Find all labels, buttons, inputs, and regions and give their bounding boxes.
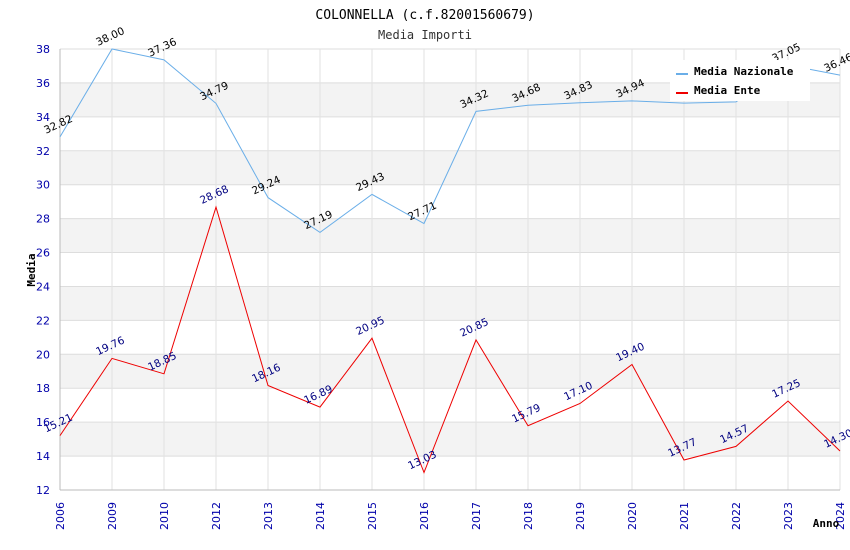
x-tick-label: 2024 (834, 502, 847, 530)
series-line (59, 48, 841, 234)
y-tick-label: 12 (36, 484, 50, 497)
y-tick-label: 14 (36, 450, 50, 463)
y-axis-ticks: 12 14 16 18 20 22 24 26 28 30 32 34 36 38 (36, 43, 50, 497)
y-tick-label: 16 (36, 416, 50, 429)
x-tick-label: 2012 (210, 502, 223, 530)
x-tick-label: 2020 (626, 502, 639, 530)
y-tick-label: 18 (36, 382, 50, 395)
chart-subtitle: Media Importi (378, 28, 472, 42)
x-tick-label: 2016 (418, 502, 431, 530)
x-tick-label: 2019 (574, 502, 587, 530)
legend-box (670, 60, 810, 101)
y-tick-label: 26 (36, 247, 50, 260)
x-axis-ticks: 2006 2009 2010 2012 2013 2014 2015 2016 2017 2018… (54, 502, 847, 530)
x-tick-label: 2018 (522, 502, 535, 530)
x-tick-label: 2022 (730, 502, 743, 530)
grid-band (60, 354, 840, 389)
y-tick-label: 22 (36, 314, 50, 327)
plot-area (60, 49, 840, 490)
data-label: 38.00 (94, 25, 126, 49)
series-lines (59, 48, 841, 474)
x-tick-label: 2010 (158, 502, 171, 530)
y-tick-label: 36 (36, 77, 50, 90)
chart-title: COLONNELLA (c.f.82001560679) (315, 8, 534, 23)
series-line (59, 205, 841, 474)
y-tick-label: 28 (36, 213, 50, 226)
y-tick-label: 34 (36, 111, 50, 124)
y-tick-label: 32 (36, 145, 50, 158)
y-axis-label: Media (25, 253, 38, 286)
x-tick-label: 2009 (106, 502, 119, 530)
legend-label: Media Ente (694, 84, 761, 97)
y-tick-label: 38 (36, 43, 50, 56)
y-tick-label: 30 (36, 179, 50, 192)
legend-label: Media Nazionale (694, 65, 794, 78)
x-tick-label: 2023 (782, 502, 795, 530)
x-tick-label: 2015 (366, 502, 379, 530)
legend: Media Nazionale Media Ente (670, 60, 810, 101)
x-tick-label: 2021 (678, 502, 691, 530)
grid-bands (59, 48, 841, 491)
grid-band (60, 422, 840, 457)
x-tick-label: 2006 (54, 502, 67, 530)
y-tick-label: 20 (36, 348, 50, 361)
x-tick-label: 2014 (314, 502, 327, 530)
x-tick-label: 2013 (262, 502, 275, 530)
grid-band (60, 218, 840, 253)
grid-band (60, 286, 840, 321)
x-tick-label: 2017 (470, 502, 483, 530)
y-tick-label: 24 (36, 280, 50, 293)
x-axis-label: Anno (813, 517, 840, 530)
